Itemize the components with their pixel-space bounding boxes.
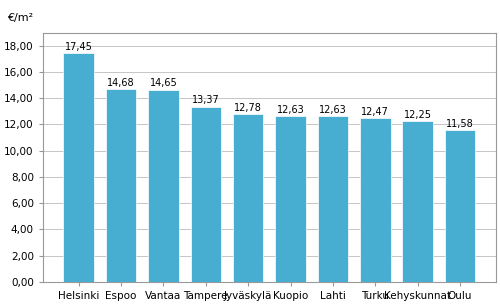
Text: 13,37: 13,37	[192, 95, 220, 105]
Bar	[64, 53, 94, 282]
Bar	[402, 121, 433, 282]
Bar	[233, 114, 264, 282]
Text: 14,68: 14,68	[107, 78, 135, 88]
Text: €/m²: €/m²	[6, 13, 32, 23]
Bar	[360, 118, 390, 282]
Bar	[148, 90, 178, 282]
Bar	[444, 130, 475, 282]
Bar	[276, 116, 306, 282]
Text: 11,58: 11,58	[446, 119, 474, 129]
Bar	[318, 116, 348, 282]
Text: 17,45: 17,45	[64, 42, 92, 52]
Bar	[106, 89, 136, 282]
Text: 12,63: 12,63	[276, 105, 304, 115]
Text: 12,47: 12,47	[362, 107, 389, 117]
Text: 12,25: 12,25	[404, 110, 431, 120]
Text: 12,63: 12,63	[319, 105, 347, 115]
Bar	[190, 106, 221, 282]
Text: 12,78: 12,78	[234, 103, 262, 113]
Text: 14,65: 14,65	[150, 78, 178, 88]
